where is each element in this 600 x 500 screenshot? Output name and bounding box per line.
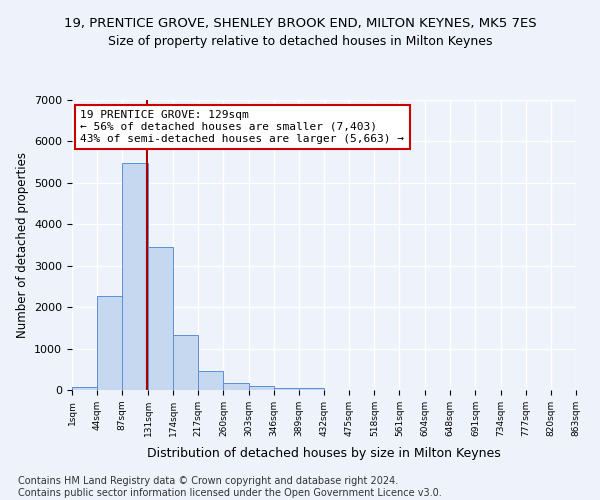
Bar <box>72 387 97 390</box>
X-axis label: Distribution of detached houses by size in Milton Keynes: Distribution of detached houses by size … <box>147 447 501 460</box>
Bar <box>299 388 324 390</box>
Bar <box>198 370 223 390</box>
Bar <box>274 388 299 390</box>
Text: Contains HM Land Registry data © Crown copyright and database right 2024.
Contai: Contains HM Land Registry data © Crown c… <box>18 476 442 498</box>
Bar <box>173 336 198 390</box>
Bar <box>97 296 122 390</box>
Text: Size of property relative to detached houses in Milton Keynes: Size of property relative to detached ho… <box>108 35 492 48</box>
Bar <box>148 247 173 390</box>
Bar <box>248 386 274 390</box>
Bar <box>122 163 148 390</box>
Y-axis label: Number of detached properties: Number of detached properties <box>16 152 29 338</box>
Text: 19, PRENTICE GROVE, SHENLEY BROOK END, MILTON KEYNES, MK5 7ES: 19, PRENTICE GROVE, SHENLEY BROOK END, M… <box>64 18 536 30</box>
Text: 19 PRENTICE GROVE: 129sqm
← 56% of detached houses are smaller (7,403)
43% of se: 19 PRENTICE GROVE: 129sqm ← 56% of detac… <box>80 110 404 144</box>
Bar <box>223 384 248 390</box>
